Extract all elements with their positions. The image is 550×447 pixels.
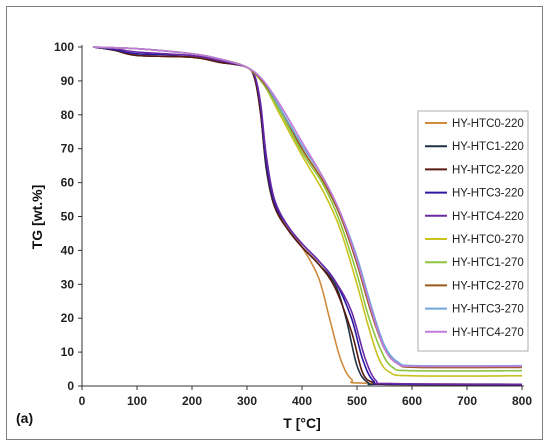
legend-box — [417, 110, 529, 352]
y-tick-label: 90 — [61, 74, 75, 88]
y-tick-label: 40 — [61, 243, 75, 257]
legend-label: HY-HTC2-270 — [452, 280, 524, 292]
y-tick-label: 10 — [61, 345, 75, 359]
x-axis-label: T [°C] — [283, 415, 320, 431]
x-tick-label: 600 — [402, 394, 422, 408]
panel-label: (a) — [16, 410, 33, 426]
legend-label: HY-HTC4-220 — [452, 211, 524, 223]
legend: HY-HTC0-220 HY-HTC1-220 HY-HTC2-220 HY-HTC3… — [417, 110, 529, 352]
legend-label: HY-HTC4-270 — [452, 327, 524, 339]
legend-label: HY-HTC1-220 — [452, 141, 524, 153]
y-tick-label: 100 — [54, 40, 74, 54]
x-tick-label: 500 — [347, 394, 367, 408]
x-tick-label: 400 — [292, 394, 312, 408]
y-tick-label: 80 — [61, 108, 75, 122]
y-tick-label: 60 — [61, 176, 75, 190]
series-lines — [92, 46, 523, 386]
series-line-hy-htc4-220 — [92, 46, 523, 386]
x-tick-label: 700 — [457, 394, 477, 408]
y-tick-label: 50 — [61, 210, 75, 224]
plot-axes — [78, 45, 524, 390]
x-tick-label: 0 — [79, 394, 86, 408]
x-tick-label: 300 — [237, 394, 257, 408]
legend-label: HY-HTC3-270 — [452, 304, 524, 316]
x-tick-label: 100 — [127, 394, 147, 408]
y-tick-label: 20 — [61, 311, 75, 325]
y-tick-label: 0 — [67, 379, 74, 393]
tick-labels: 0 100 200 300 400 500 600 700 800 0 10 20 30 40 50 60 70… — [54, 40, 532, 408]
legend-label: HY-HTC0-220 — [452, 118, 524, 130]
x-tick-label: 200 — [182, 394, 202, 408]
legend-label: HY-HTC3-220 — [452, 188, 524, 200]
legend-label: HY-HTC1-270 — [452, 257, 524, 269]
legend-label: HY-HTC0-270 — [452, 234, 524, 246]
series-line-hy-htc4-270 — [92, 46, 523, 368]
y-tick-label: 70 — [61, 142, 75, 156]
series-line-hy-htc2-220 — [92, 46, 523, 386]
y-tick-label: 30 — [61, 277, 75, 291]
x-tick-label: 800 — [512, 394, 532, 408]
legend-label: HY-HTC2-220 — [452, 164, 524, 176]
y-axis-label: TG [wt.%] — [29, 185, 45, 250]
